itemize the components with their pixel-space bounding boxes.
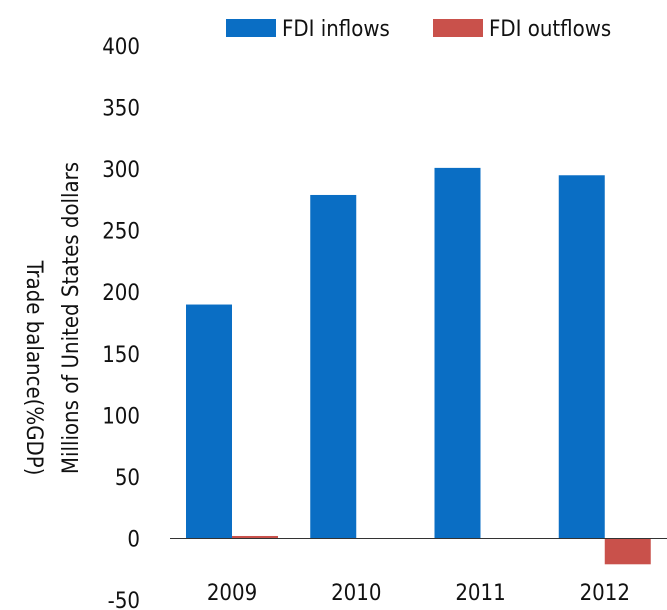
x-category-label: 2010 xyxy=(331,581,381,606)
bar-fdi-outflows-2012 xyxy=(604,538,651,565)
y-tick-label: 250 xyxy=(102,220,140,245)
y-axis-title-primary: Millions of United States dollars xyxy=(59,162,84,474)
bar-fdi-inflows-2011 xyxy=(434,167,481,539)
bar-fdi-inflows-2010 xyxy=(310,194,357,539)
y-tick-label: 100 xyxy=(102,404,140,429)
x-category-label: 2009 xyxy=(207,581,257,606)
y-tick-label: 150 xyxy=(102,343,140,368)
x-category-label: 2012 xyxy=(580,581,630,606)
x-category-label: 2011 xyxy=(455,581,505,606)
legend-label: FDI outflows xyxy=(489,17,611,42)
y-tick-label: 300 xyxy=(102,158,140,183)
y-tick-label: 50 xyxy=(115,466,140,491)
bar-fdi-inflows-2009 xyxy=(186,304,232,539)
y-axis-title-secondary: Trade balance(%GDP) xyxy=(21,260,46,476)
y-tick-label: 200 xyxy=(102,281,140,306)
y-tick-label: 400 xyxy=(102,35,140,60)
legend-swatch xyxy=(433,19,483,37)
y-tick-label: 0 xyxy=(127,527,140,552)
bar-fdi-inflows-2012 xyxy=(558,175,605,539)
bars xyxy=(186,167,651,565)
legend: FDI inflows FDI outflows xyxy=(226,17,611,42)
y-axis-ticks: -50 0 50 100 150 200 250 300 350 400 xyxy=(102,35,140,610)
legend-swatch xyxy=(226,19,276,37)
legend-label: FDI inflows xyxy=(282,17,390,42)
y-tick-label: 350 xyxy=(102,97,140,122)
bar-fdi-outflows-2009 xyxy=(232,535,278,539)
y-tick-label: -50 xyxy=(108,589,140,610)
y-axis-titles: Millions of United States dollars Trade b… xyxy=(21,162,84,476)
x-axis-categories: 2009 2010 2011 2012 xyxy=(207,581,630,606)
